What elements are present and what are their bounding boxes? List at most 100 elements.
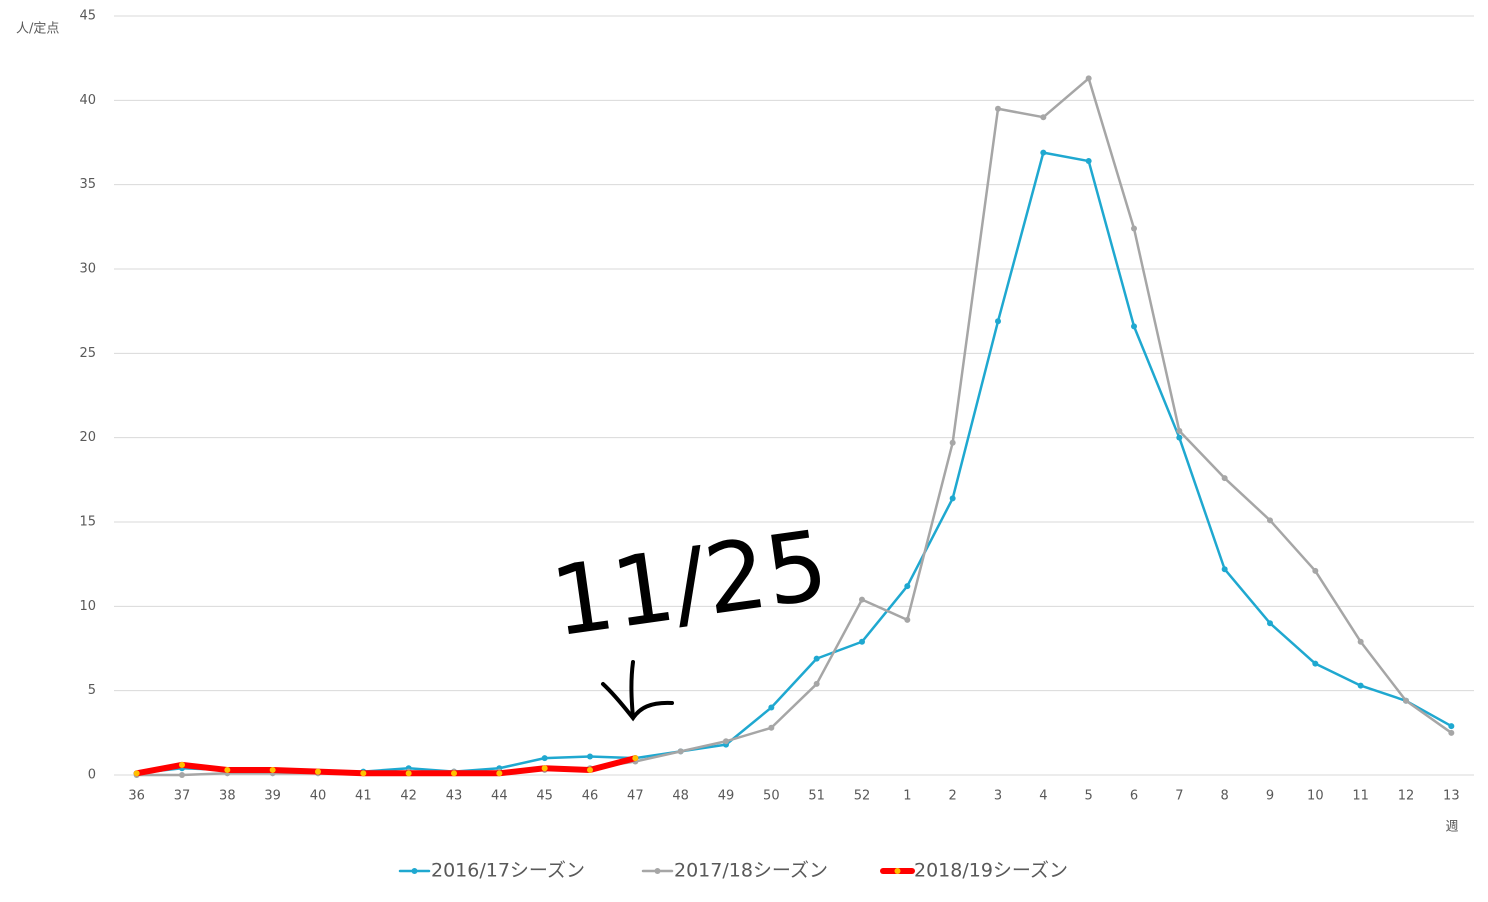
data-point	[677, 748, 684, 755]
data-point	[859, 638, 865, 645]
data-point	[1403, 697, 1409, 704]
data-point	[632, 755, 639, 762]
data-point	[269, 766, 276, 773]
data-point	[451, 770, 457, 777]
data-point	[1448, 723, 1455, 730]
x-tick-label: 41	[355, 789, 372, 804]
legend-marker	[411, 868, 418, 874]
legend: 2016/17シーズン 2017/18シーズン 2018/19シーズン	[398, 860, 1068, 882]
data-point	[1085, 75, 1092, 82]
data-point	[315, 768, 321, 775]
data-point	[1221, 566, 1228, 573]
x-tick-label: 38	[219, 789, 236, 804]
data-point	[723, 738, 729, 745]
y-tick-label: 10	[79, 599, 96, 614]
x-tick-label: 5	[1085, 789, 1093, 804]
data-point	[1312, 567, 1319, 574]
data-point	[995, 105, 1001, 112]
data-point	[133, 770, 140, 777]
x-tick-label: 39	[264, 789, 281, 804]
data-point	[1448, 729, 1455, 736]
x-tick-label: 43	[446, 789, 463, 804]
data-point	[995, 318, 1001, 325]
x-tick-label: 6	[1130, 789, 1138, 804]
x-tick-label: 51	[808, 789, 825, 804]
y-tick-label: 20	[79, 430, 96, 445]
x-tick-label: 9	[1266, 789, 1274, 804]
x-tick-label: 12	[1398, 789, 1415, 804]
x-tick-label: 3	[994, 789, 1002, 804]
y-axis-label: 人/定点	[16, 22, 59, 37]
legend-label: 2016/17シーズン	[431, 860, 585, 882]
x-tick-label: 45	[536, 789, 553, 804]
x-tick-label: 47	[627, 789, 644, 804]
annotation-arrow	[601, 660, 674, 722]
data-point	[1040, 149, 1047, 156]
y-tick-label: 15	[79, 515, 96, 530]
data-point	[1176, 427, 1183, 434]
x-tick-label: 49	[718, 789, 735, 804]
data-point	[1357, 638, 1364, 645]
data-point	[1176, 434, 1183, 441]
data-point	[179, 772, 185, 778]
data-point	[1267, 620, 1273, 627]
data-point	[768, 724, 775, 731]
data-point	[813, 680, 820, 687]
x-tick-label: 50	[763, 789, 780, 804]
data-point	[1085, 158, 1092, 165]
data-point	[541, 765, 548, 772]
y-tick-label: 25	[79, 346, 96, 361]
y-tick-label: 35	[79, 177, 96, 192]
x-tick-label: 52	[854, 789, 871, 804]
legend-label: 2018/19シーズン	[914, 860, 1068, 882]
data-point	[1131, 225, 1137, 232]
legend-marker	[894, 868, 901, 874]
series-line	[133, 755, 639, 777]
data-point	[949, 439, 956, 446]
data-point	[179, 761, 185, 768]
x-tick-label: 4	[1039, 789, 1047, 804]
data-point	[360, 770, 367, 777]
data-point	[1267, 517, 1273, 524]
legend-label: 2017/18シーズン	[674, 860, 828, 882]
data-point	[1040, 114, 1047, 121]
y-tick-label: 40	[79, 93, 96, 108]
data-point	[904, 583, 911, 590]
y-tick-label: 45	[79, 9, 96, 24]
data-point	[1357, 682, 1364, 689]
data-point	[224, 766, 231, 773]
x-tick-label: 8	[1221, 789, 1229, 804]
x-tick-label: 40	[310, 789, 327, 804]
data-point	[587, 766, 593, 773]
data-point	[904, 616, 911, 623]
data-point	[541, 755, 548, 762]
data-point	[496, 770, 503, 777]
x-tick-label: 13	[1443, 789, 1460, 804]
x-tick-label: 44	[491, 789, 508, 804]
data-point	[949, 495, 956, 502]
y-tick-label: 5	[88, 683, 96, 698]
data-point	[1312, 660, 1319, 667]
data-point	[813, 655, 820, 662]
x-tick-label: 42	[400, 789, 417, 804]
x-tick-label: 1	[903, 789, 911, 804]
x-tick-label: 36	[128, 789, 145, 804]
x-tick-label: 48	[672, 789, 689, 804]
x-tick-label: 7	[1175, 789, 1183, 804]
data-point	[768, 704, 775, 711]
x-tick-label: 2	[949, 789, 957, 804]
x-tick-label: 37	[174, 789, 191, 804]
data-point	[859, 596, 865, 603]
x-axis-label: 週	[1445, 820, 1458, 835]
y-tick-label: 0	[88, 768, 96, 783]
y-tick-label: 30	[79, 262, 96, 277]
x-tick-label: 46	[582, 789, 599, 804]
data-point	[405, 770, 412, 777]
legend-marker	[654, 868, 661, 874]
x-tick-label: 11	[1352, 789, 1369, 804]
data-point	[1131, 323, 1137, 330]
